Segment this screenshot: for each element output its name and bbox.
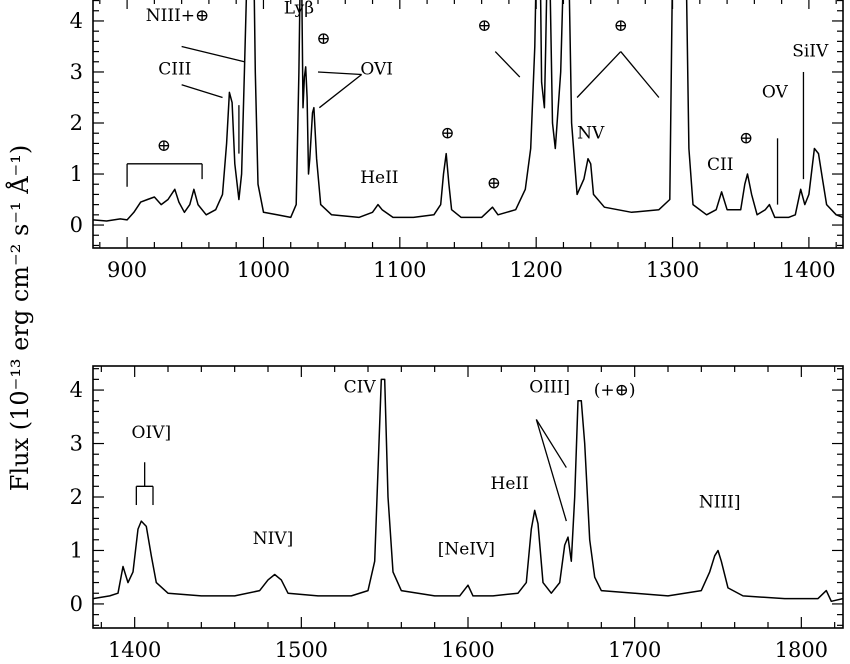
- y-tick-label: 1: [70, 538, 83, 562]
- leader-line: [620, 51, 660, 98]
- x-tick-label: 900: [107, 258, 147, 282]
- line-annotation: CIV: [344, 378, 377, 398]
- line-annotation: (+⊕): [594, 380, 636, 400]
- y-tick-label: 0: [70, 592, 83, 616]
- line-annotation: OV: [762, 82, 789, 102]
- spectrum-line: [93, 0, 843, 222]
- leader-line: [576, 51, 622, 98]
- y-tick-label: 3: [70, 432, 83, 456]
- bottom-panel: 1400 1500 1600 1700 1800 0 1 2 3 4 OIV] CIV OIII] (+⊕…: [70, 365, 844, 662]
- line-annotation: ⊕: [614, 16, 628, 36]
- x-tick-label: 1700: [608, 638, 661, 662]
- line-annotation: CIII: [158, 60, 191, 80]
- line-annotation: NIII]: [699, 493, 741, 513]
- y-tick-label: 2: [70, 111, 83, 135]
- x-tick-label: 1200: [509, 258, 562, 282]
- line-annotation: [NeIV]: [438, 540, 495, 560]
- line-annotation: ⊕: [440, 123, 454, 143]
- x-tick-label: 1400: [782, 258, 835, 282]
- plot-frame: [92, 0, 844, 249]
- line-annotation: ⊕: [487, 173, 501, 193]
- line-annotation: ⊕: [739, 128, 753, 148]
- line-annotation: Lyβ: [284, 0, 314, 18]
- x-tick-label: 1600: [441, 638, 494, 662]
- line-annotation: ⊕: [316, 29, 330, 49]
- x-tick-label: 1100: [373, 258, 426, 282]
- line-annotation: SiIV: [792, 42, 829, 62]
- spectrum-line: [93, 378, 843, 603]
- leader-line: [535, 419, 567, 468]
- leader-line: [318, 74, 363, 109]
- x-tick-label: 1800: [775, 638, 828, 662]
- y-tick-label: 0: [70, 213, 83, 237]
- line-annotation: ⊕: [477, 16, 491, 36]
- y-tick-label: 1: [70, 162, 83, 186]
- x-tick-label: 1000: [237, 258, 290, 282]
- y-axis-label: Flux (10⁻¹³ erg cm⁻² s⁻¹ Å⁻¹): [5, 145, 34, 491]
- x-tick-label: 1400: [108, 638, 161, 662]
- line-annotation: OIII]: [529, 378, 570, 398]
- line-annotation: NV: [577, 123, 605, 143]
- leader-line: [181, 84, 223, 99]
- line-annotation: CII: [707, 155, 733, 175]
- line-annotation: ⊕: [157, 136, 171, 156]
- line-annotation: HeII: [360, 168, 398, 188]
- leader-line: [317, 71, 362, 76]
- line-annotation: NIII+⊕: [146, 6, 210, 26]
- leader-line: [494, 51, 521, 78]
- leader-line: [535, 419, 567, 522]
- line-annotation: OIV]: [132, 423, 172, 443]
- leader-line: [181, 45, 245, 63]
- line-annotation: OVI: [360, 60, 393, 80]
- line-annotation: NIV]: [253, 529, 294, 549]
- y-tick-label: 4: [70, 378, 83, 402]
- x-tick-label: 1500: [275, 638, 328, 662]
- y-tick-label: 2: [70, 485, 83, 509]
- y-tick-label: 3: [70, 60, 83, 84]
- line-annotation: HeII: [491, 474, 529, 494]
- x-tick-label: 1300: [646, 258, 699, 282]
- y-tick-label: 4: [70, 9, 83, 33]
